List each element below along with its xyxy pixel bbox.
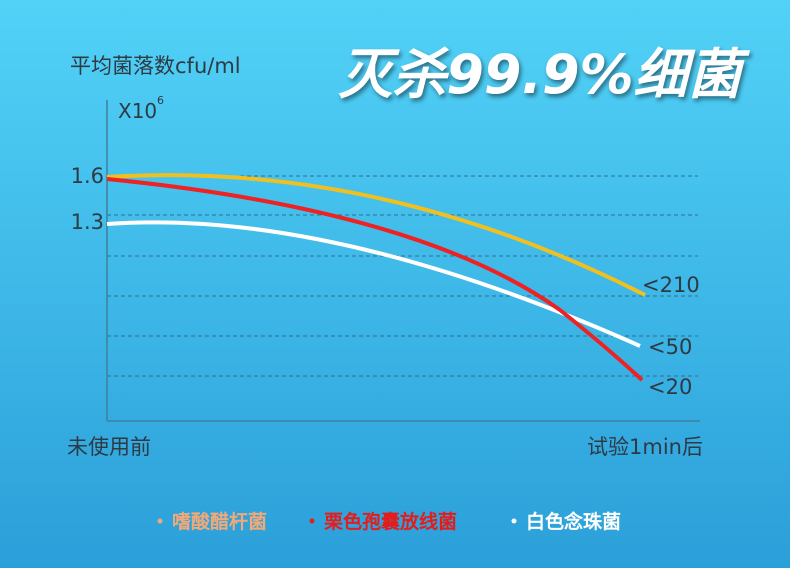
x-label: 试验1min后 bbox=[587, 435, 703, 459]
title: 灭杀99.9%细菌 bbox=[338, 43, 750, 106]
axes bbox=[106, 100, 700, 422]
end-label: <20 bbox=[648, 375, 692, 399]
end-label: <50 bbox=[648, 335, 692, 359]
legend-dot bbox=[511, 518, 517, 524]
legend-item: 嗜酸醋杆菌 bbox=[172, 510, 267, 533]
unit-exp: 6 bbox=[157, 94, 164, 107]
legend-dot bbox=[157, 518, 163, 524]
curve-yellow bbox=[106, 173, 646, 297]
end-label: <210 bbox=[642, 273, 700, 297]
legend-dot bbox=[309, 518, 315, 524]
x-label: 未使用前 bbox=[67, 435, 151, 459]
y-label: 平均菌落数cfu/ml bbox=[70, 54, 241, 78]
curve-white bbox=[106, 220, 641, 348]
unit: X10 bbox=[118, 99, 157, 123]
y-tick-label: 1.3 bbox=[71, 210, 104, 234]
legend-item: 白色念珠菌 bbox=[526, 510, 621, 533]
grid bbox=[107, 175, 698, 377]
legend-item: 栗色孢囊放线菌 bbox=[324, 510, 457, 533]
y-tick-label: 1.6 bbox=[71, 164, 104, 188]
curve-red bbox=[106, 177, 644, 382]
